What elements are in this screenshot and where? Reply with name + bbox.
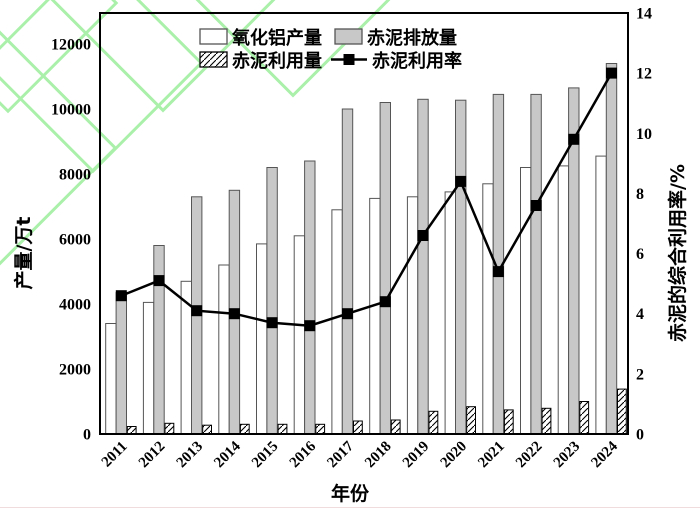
y-axis-title-right: 赤泥的综合利用率/%: [666, 164, 689, 342]
x-tick-2021: 2021: [475, 439, 508, 472]
utilization-rate-line: [120, 72, 613, 327]
marker-utilization-rate-2023: [568, 133, 580, 145]
x-tick-2012: 2012: [136, 439, 169, 472]
marker-utilization-rate-2012: [153, 275, 165, 287]
bar-red-mud-discharge-2015: [266, 167, 278, 435]
bottom-edge-line: [0, 507, 700, 508]
x-tick-2024: 2024: [588, 438, 621, 471]
y-tick-right-4: 4: [636, 306, 644, 323]
bar-alumina-output-2012: [142, 301, 155, 435]
bar-alumina-output-2018: [369, 197, 381, 435]
marker-utilization-rate-2024: [606, 67, 617, 79]
marker-utilization-rate-2016: [304, 320, 316, 332]
x-tick-2022: 2022: [513, 439, 546, 472]
bar-red-mud-discharge-2019: [417, 98, 429, 435]
y-tick-right-8: 8: [636, 186, 644, 203]
marker-utilization-rate-2022: [530, 200, 542, 211]
legend-marker-utilization-rate: [343, 54, 355, 65]
bar-red-mud-discharge-2018: [379, 102, 392, 435]
legend-label-red-mud-discharge: 赤泥排放量: [367, 27, 457, 49]
legend-swatch-red-mud-discharge: [334, 28, 363, 45]
bar-red-mud-utilized-2024: [617, 388, 627, 435]
y-tick-right-12: 12: [636, 66, 652, 83]
bar-alumina-output-2015: [256, 243, 268, 435]
bar-red-mud-discharge-2012: [153, 245, 165, 435]
bar-alumina-output-2019: [406, 196, 419, 435]
marker-utilization-rate-2013: [191, 305, 203, 317]
bar-red-mud-utilized-2023: [579, 401, 590, 435]
bar-alumina-output-2022: [520, 167, 532, 435]
marker-utilization-rate-2011: [115, 290, 127, 302]
bar-red-mud-utilized-2016: [315, 423, 326, 435]
bar-red-mud-discharge-2011: [115, 292, 127, 435]
legend-label-alumina-output: 氧化铝产量: [231, 27, 322, 49]
bar-alumina-output-2024: [595, 155, 607, 435]
x-tick-2023: 2023: [551, 439, 584, 472]
bar-red-mud-utilized-2021: [503, 409, 514, 435]
bar-alumina-output-2020: [444, 191, 457, 435]
bar-red-mud-utilized-2018: [390, 419, 401, 435]
x-tick-2016: 2016: [287, 438, 320, 471]
legend-label-red-mud-utilized: 赤泥利用量: [232, 50, 322, 72]
y-tick-left-6000: 6000: [59, 232, 91, 249]
bar-red-mud-utilized-2015: [277, 423, 288, 435]
marker-utilization-rate-2019: [417, 230, 429, 241]
bar-red-mud-utilized-2012: [164, 422, 175, 435]
bar-red-mud-utilized-2019: [428, 410, 439, 435]
marker-utilization-rate-2015: [266, 317, 278, 329]
bar-red-mud-discharge-2017: [341, 108, 354, 435]
bar-alumina-output-2017: [331, 209, 343, 435]
marker-utilization-rate-2021: [492, 266, 504, 278]
bar-alumina-output-2023: [557, 165, 570, 435]
y-tick-right-0: 0: [636, 427, 644, 444]
y-tick-left-0: 0: [83, 427, 91, 444]
y-axis-title-left: 产量/万t: [12, 216, 35, 289]
x-tick-2019: 2019: [400, 439, 433, 472]
bar-red-mud-utilized-2020: [466, 406, 477, 435]
plot-frame: [99, 12, 629, 435]
bar-alumina-output-2016: [293, 235, 306, 435]
bar-red-mud-discharge-2020: [455, 99, 467, 435]
marker-utilization-rate-2020: [455, 175, 467, 187]
marker-utilization-rate-2018: [379, 296, 391, 308]
bar-red-mud-utilized-2011: [126, 426, 137, 435]
bar-alumina-output-2021: [482, 183, 494, 435]
legend-swatch-red-mud-utilized: [199, 51, 228, 68]
y-tick-left-2000: 2000: [59, 362, 91, 379]
x-tick-2017: 2017: [324, 438, 357, 471]
x-tick-2015: 2015: [249, 439, 282, 472]
y-tick-right-6: 6: [636, 246, 644, 263]
bar-red-mud-utilized-2014: [239, 423, 250, 435]
y-tick-left-4000: 4000: [59, 297, 91, 314]
x-tick-2020: 2020: [438, 439, 471, 472]
y-tick-right-10: 10: [636, 126, 652, 143]
marker-utilization-rate-2014: [228, 308, 240, 320]
x-tick-2018: 2018: [362, 439, 395, 472]
y-tick-left-12000: 12000: [51, 37, 91, 54]
y-tick-left-10000: 10000: [51, 102, 91, 119]
bar-red-mud-utilized-2013: [202, 424, 212, 435]
bar-red-mud-discharge-2022: [530, 93, 542, 435]
y-tick-right-2: 2: [636, 366, 644, 383]
legend-label-utilization-rate: 赤泥利用率: [372, 50, 462, 72]
bar-alumina-output-2014: [218, 264, 230, 435]
marker-utilization-rate-2017: [342, 308, 353, 320]
bar-red-mud-discharge-2024: [605, 63, 618, 435]
y-tick-left-8000: 8000: [59, 167, 91, 184]
x-tick-2011: 2011: [99, 439, 131, 471]
legend-swatch-alumina-output: [199, 28, 228, 45]
x-tick-2013: 2013: [174, 439, 207, 472]
bar-red-mud-discharge-2016: [304, 160, 316, 435]
bar-red-mud-utilized-2022: [541, 407, 552, 435]
x-tick-2014: 2014: [211, 438, 244, 471]
x-axis-title: 年份: [331, 482, 370, 505]
bar-red-mud-utilized-2017: [353, 420, 363, 435]
y-tick-right-14: 14: [636, 6, 652, 23]
bar-alumina-output-2011: [105, 323, 117, 435]
